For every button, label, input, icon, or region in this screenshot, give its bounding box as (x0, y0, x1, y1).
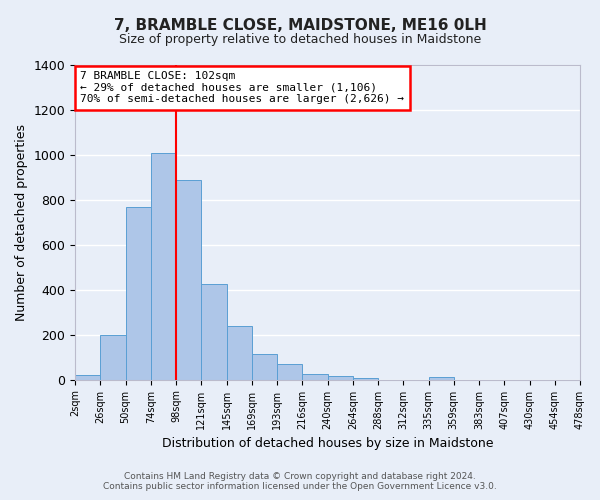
Bar (176, 180, 202, 380)
Bar (353, 378, 378, 380)
Bar (125, 206, 151, 380)
Bar (428, 378, 454, 380)
Bar (252, 354, 277, 380)
Y-axis label: Number of detached properties: Number of detached properties (15, 124, 28, 321)
Bar (302, 374, 328, 380)
Bar (227, 326, 252, 380)
Bar (202, 284, 227, 380)
X-axis label: Distribution of detached houses by size in Maidstone: Distribution of detached houses by size … (162, 437, 493, 450)
Text: Contains public sector information licensed under the Open Government Licence v3: Contains public sector information licen… (103, 482, 497, 491)
Bar (277, 364, 302, 380)
Bar (75, 375, 100, 380)
Text: Size of property relative to detached houses in Maidstone: Size of property relative to detached ho… (119, 32, 481, 46)
Text: Contains HM Land Registry data © Crown copyright and database right 2024.: Contains HM Land Registry data © Crown c… (124, 472, 476, 481)
Bar (100, 334, 125, 380)
Bar (328, 376, 353, 380)
Bar (151, 152, 176, 380)
Text: 7, BRAMBLE CLOSE, MAIDSTONE, ME16 0LH: 7, BRAMBLE CLOSE, MAIDSTONE, ME16 0LH (113, 18, 487, 32)
Text: 7 BRAMBLE CLOSE: 102sqm
← 29% of detached houses are smaller (1,106)
70% of semi: 7 BRAMBLE CLOSE: 102sqm ← 29% of detache… (80, 72, 404, 104)
